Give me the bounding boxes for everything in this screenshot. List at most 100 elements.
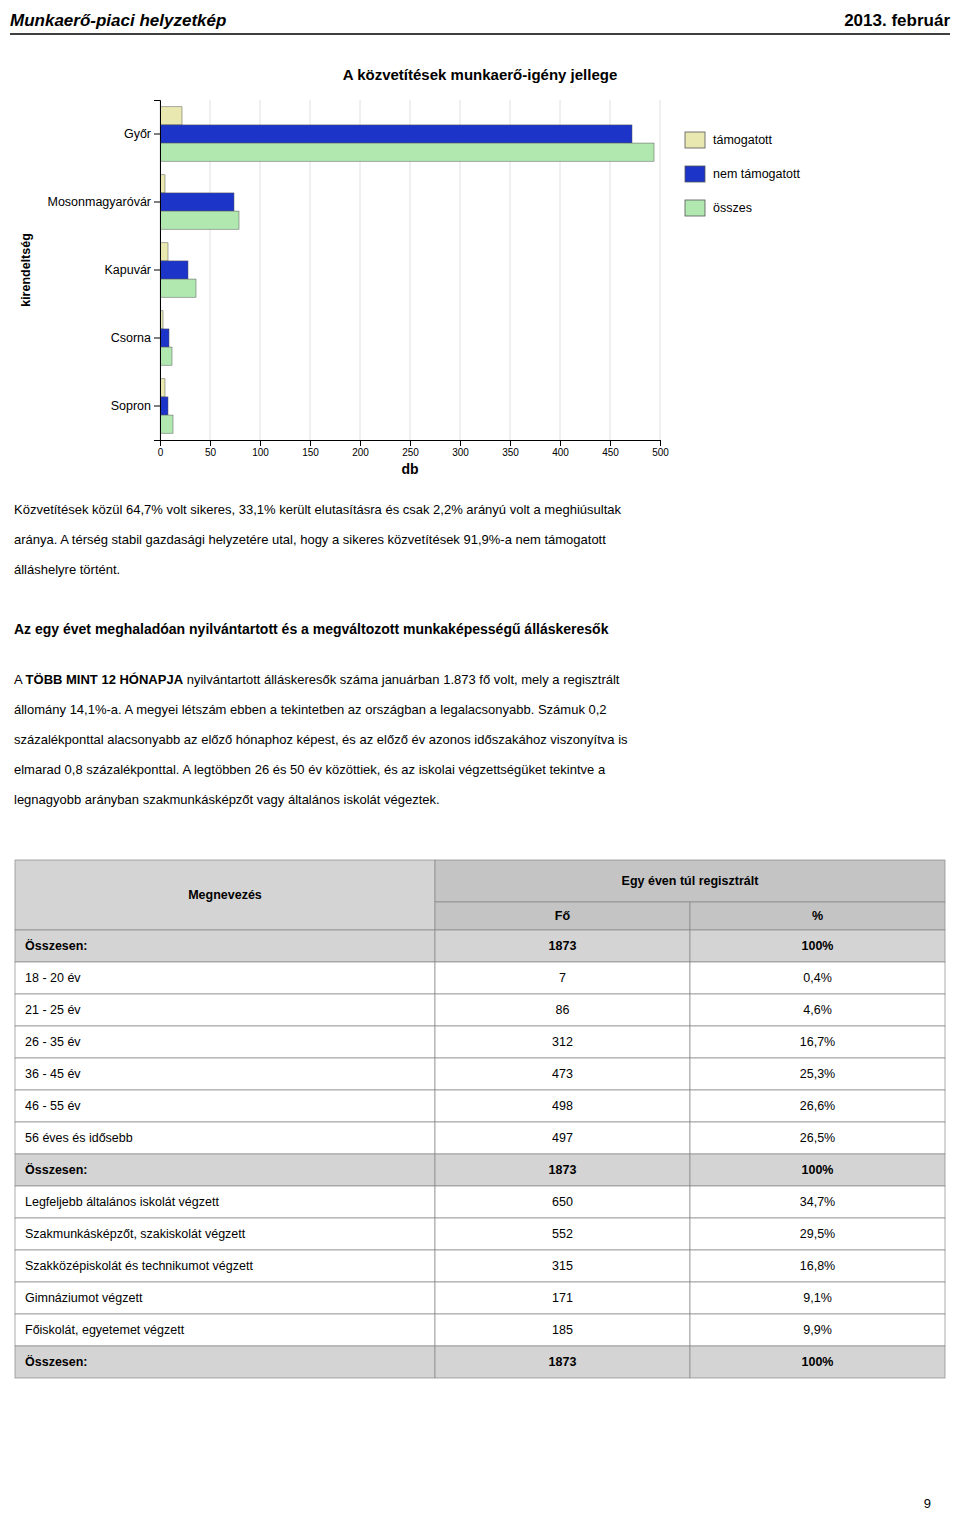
grid: [160, 100, 660, 440]
table-value: 25,3%: [800, 1067, 835, 1081]
x-tick: 500: [652, 440, 669, 458]
table-row-name: Összesen:: [25, 938, 88, 953]
paragraph-text: nyilvántartott álláskeresők száma január…: [183, 672, 620, 687]
table-cell: [690, 962, 945, 994]
table-cell: [435, 902, 690, 930]
table-cell: [690, 902, 945, 930]
table-row-name: 46 - 55 év: [25, 1099, 81, 1113]
table-cell: [15, 930, 435, 962]
paragraph-line: álláshelyre történt.: [14, 562, 120, 577]
x-tick: 200: [352, 440, 369, 458]
table-cell: [15, 994, 435, 1026]
table-cell: [690, 1314, 945, 1346]
y-tick-label: Győr: [124, 127, 151, 141]
section-title: Az egy évet meghaladóan nyilvántartott é…: [14, 621, 609, 637]
table-cell: [435, 1090, 690, 1122]
grid-line: [660, 100, 661, 440]
table-cell: [690, 1090, 945, 1122]
table-value: 100%: [802, 939, 834, 953]
x-tick-label: 450: [602, 447, 619, 458]
table-row-name: 36 - 45 év: [25, 1067, 81, 1081]
y-tick: Sopron: [111, 399, 160, 413]
paragraph-line: legnagyobb arányban szakmunkásképzőt vag…: [14, 792, 440, 807]
x-axis: 050100150200250300350400450500: [158, 440, 670, 458]
table-cell: [690, 1122, 945, 1154]
table-value: 473: [552, 1067, 573, 1081]
table-value: 171: [552, 1291, 573, 1305]
x-tick: 0: [158, 440, 164, 458]
x-tick-label: 300: [452, 447, 469, 458]
y-axis-line: [154, 101, 161, 441]
bar: [160, 261, 188, 279]
header-right: 2013. február: [844, 11, 950, 30]
table-value: 9,1%: [803, 1291, 832, 1305]
table-value: 16,7%: [800, 1035, 835, 1049]
table-row-name: Összesen:: [25, 1162, 88, 1177]
table-row-name: 21 - 25 év: [25, 1003, 81, 1017]
paragraph-text: A: [14, 672, 26, 687]
x-tick: 400: [552, 440, 569, 458]
table-cell: [15, 962, 435, 994]
bar: [160, 125, 632, 143]
table-value: 1873: [549, 939, 577, 953]
table-value: 100%: [802, 1163, 834, 1177]
y-tick-mark: [154, 202, 160, 203]
paragraph-line: elmarad 0,8 százalékponttal. A legtöbben…: [14, 762, 606, 777]
table-value: 497: [552, 1131, 573, 1145]
table-cell: [435, 1058, 690, 1090]
legend-swatch: [685, 132, 705, 148]
x-tick-label: 500: [652, 447, 669, 458]
x-tick-mark: [660, 440, 661, 446]
table-cell: [690, 994, 945, 1026]
y-tick: Csorna: [111, 331, 160, 345]
table-cell: [435, 1346, 690, 1378]
bar: [160, 415, 173, 433]
x-tick-label: 250: [402, 447, 419, 458]
bars: [160, 107, 654, 433]
table-cell: [15, 1346, 435, 1378]
table-cell: [435, 1186, 690, 1218]
table-cell: [690, 1154, 945, 1186]
legend-label: támogatott: [713, 133, 773, 147]
x-tick: 150: [302, 440, 319, 458]
y-tick: Mosonmagyaróvár: [47, 195, 160, 209]
y-axis-title: kirendeltség: [19, 233, 33, 307]
legend-swatch: [685, 200, 705, 216]
x-tick-mark: [260, 440, 261, 446]
y-tick: Győr: [124, 127, 160, 141]
paragraph-line: Közvetítések közül 64,7% volt sikeres, 3…: [14, 502, 621, 517]
bar-series: [160, 125, 632, 415]
table-cell: [15, 1250, 435, 1282]
legend-swatch: [685, 166, 705, 182]
header-left: Munkaerő-piaci helyzetkép: [10, 11, 226, 30]
paragraph-line: százalékponttal alacsonyabb az előző hón…: [14, 732, 628, 747]
table-value: 100%: [802, 1355, 834, 1369]
table-cell: [15, 1026, 435, 1058]
table-row-name: Gimnáziumot végzett: [25, 1291, 143, 1305]
table-cell: [435, 930, 690, 962]
table-cell: [15, 1154, 435, 1186]
table-value: 26,6%: [800, 1099, 835, 1113]
paragraph-line: A TÖBB MINT 12 HÓNAPJA nyilvántartott ál…: [14, 672, 620, 687]
table-cell: [690, 1282, 945, 1314]
table-cell: [15, 1218, 435, 1250]
x-axis-line: [161, 441, 661, 447]
x-tick-label: 350: [502, 447, 519, 458]
table-value: 185: [552, 1323, 573, 1337]
bar-series: [160, 143, 654, 433]
table-cell: [690, 1058, 945, 1090]
bar: [160, 329, 169, 347]
paragraph-bold: TÖBB MINT 12 HÓNAPJA: [26, 672, 184, 687]
table-value: 9,9%: [803, 1323, 832, 1337]
x-tick-label: 150: [302, 447, 319, 458]
table-cell: [435, 1250, 690, 1282]
table-value: 315: [552, 1259, 573, 1273]
table-cell: [690, 1346, 945, 1378]
x-tick-mark: [460, 440, 461, 446]
table-header: Egy éven túl regisztrált: [622, 874, 760, 888]
table-cell: [15, 1058, 435, 1090]
x-tick-mark: [360, 440, 361, 446]
table-cell: [435, 1154, 690, 1186]
table-row-name: Összesen:: [25, 1354, 88, 1369]
table-cell: [690, 1026, 945, 1058]
